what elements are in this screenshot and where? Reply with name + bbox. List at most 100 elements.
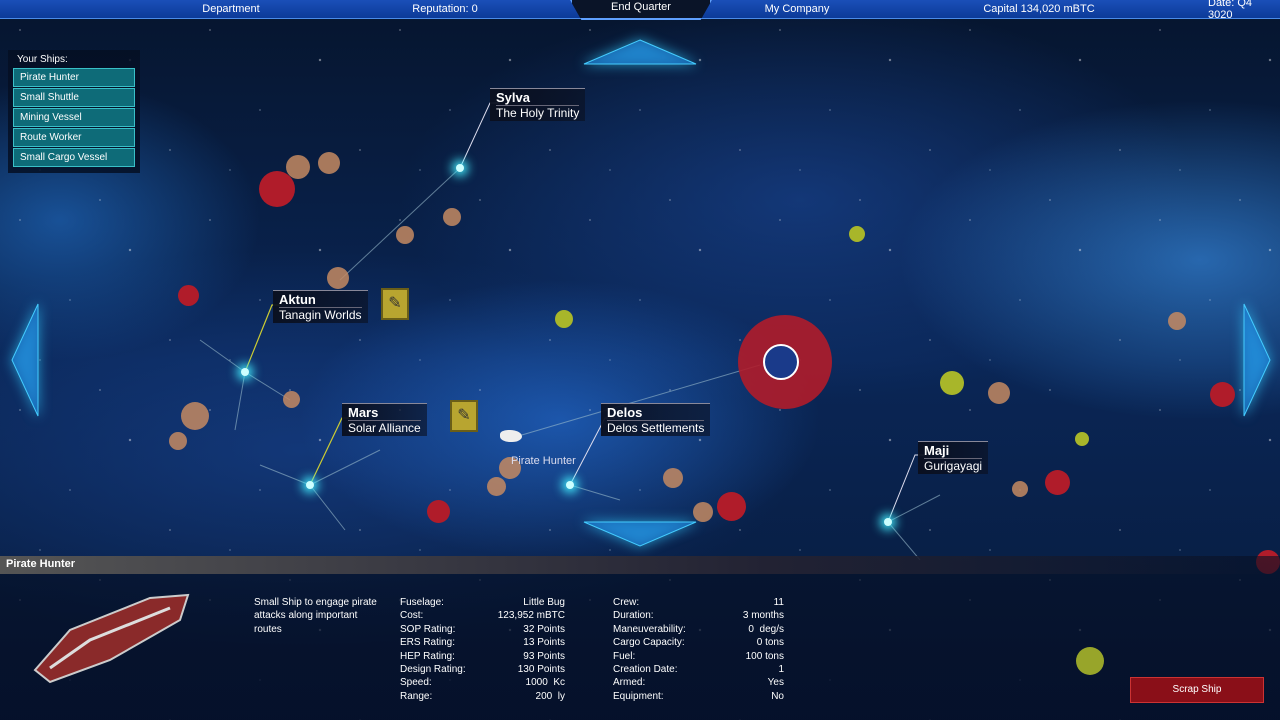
- your-ships-panel: Your Ships: Pirate Hunter Small Shuttle …: [8, 50, 140, 173]
- planet[interactable]: [327, 267, 349, 289]
- planet[interactable]: [940, 371, 964, 395]
- scroll-right-arrow-icon[interactable]: [1242, 302, 1272, 418]
- star-system-sylva[interactable]: [456, 164, 464, 172]
- route-lines: [199, 102, 941, 560]
- stat-value: 1000 Kc: [525, 677, 565, 689]
- planet[interactable]: [1210, 382, 1235, 407]
- star-system-aktun[interactable]: [241, 368, 249, 376]
- planet[interactable]: [286, 155, 310, 179]
- date-label: Date: Q4 3020: [1208, 0, 1253, 21]
- stat-row: Design Rating: 130 Points: [400, 663, 565, 676]
- end-quarter-button[interactable]: End Quarter: [570, 0, 712, 20]
- system-label-mars[interactable]: Mars Solar Alliance: [342, 403, 427, 436]
- reputation-label: Reputation: 0: [412, 3, 478, 15]
- planet[interactable]: [499, 457, 521, 479]
- stat-label: Design Rating:: [400, 664, 466, 676]
- ship-item-small-shuttle[interactable]: Small Shuttle: [13, 88, 135, 107]
- stat-value: 1: [778, 664, 784, 676]
- system-faction: Delos Settlements: [607, 421, 705, 435]
- stat-value: 32 Points: [523, 623, 565, 635]
- stat-value: Yes: [767, 677, 784, 689]
- system-label-sylva[interactable]: Sylva The Holy Trinity: [490, 88, 586, 121]
- stat-row: Creation Date: 1: [613, 663, 784, 676]
- stat-row: SOP Rating: 32 Points: [400, 623, 565, 636]
- system-faction: The Holy Trinity: [496, 106, 580, 120]
- system-label-maji[interactable]: Maji Gurigayagi: [918, 441, 989, 474]
- stat-value: 100 tons: [745, 650, 784, 662]
- planet[interactable]: [1168, 312, 1186, 330]
- pirate-fist-icon: [763, 344, 799, 380]
- stat-row: Crew: 11: [613, 596, 784, 609]
- stat-label: Fuselage:: [400, 597, 444, 608]
- planet[interactable]: [169, 432, 187, 450]
- stat-label: Equipment:: [613, 690, 664, 702]
- ship-item-mining-vessel[interactable]: Mining Vessel: [13, 108, 135, 127]
- ship-marker-icon[interactable]: [500, 430, 522, 442]
- star-system-maji[interactable]: [884, 518, 892, 526]
- planet[interactable]: [181, 402, 209, 430]
- planet[interactable]: [1076, 647, 1104, 675]
- planet[interactable]: [663, 468, 683, 488]
- stat-label: Speed:: [400, 677, 432, 689]
- stat-value: 13 Points: [523, 637, 565, 649]
- planet[interactable]: [443, 208, 461, 226]
- ship-details-title: Pirate Hunter: [0, 556, 1280, 574]
- stat-value: 130 Points: [517, 664, 565, 676]
- contract-document-icon[interactable]: ✎: [381, 288, 409, 320]
- stat-value: 11: [773, 597, 784, 608]
- planet[interactable]: [396, 226, 414, 244]
- planet[interactable]: [849, 226, 865, 242]
- ship-image: [33, 593, 190, 684]
- stat-label: Armed:: [613, 677, 646, 689]
- planet[interactable]: [318, 152, 340, 174]
- star-system-mars[interactable]: [306, 481, 314, 489]
- stat-value: No: [771, 690, 784, 702]
- system-faction: Tanagin Worlds: [279, 308, 362, 322]
- system-name: Maji: [924, 443, 983, 459]
- scroll-up-arrow-icon[interactable]: [582, 38, 698, 66]
- ship-item-route-worker[interactable]: Route Worker: [13, 128, 135, 147]
- ship-item-small-cargo-vessel[interactable]: Small Cargo Vessel: [13, 148, 135, 167]
- system-label-aktun[interactable]: Aktun Tanagin Worlds: [273, 290, 368, 323]
- planet[interactable]: [555, 310, 573, 328]
- department-button[interactable]: Department: [202, 3, 260, 15]
- system-label-delos[interactable]: Delos Delos Settlements: [601, 403, 711, 436]
- stat-label: Range:: [400, 690, 433, 702]
- stat-label: Fuel:: [613, 650, 636, 662]
- scrap-ship-button[interactable]: Scrap Ship: [1130, 677, 1264, 703]
- planet[interactable]: [487, 477, 506, 496]
- system-faction: Solar Alliance: [348, 421, 421, 435]
- ship-details-panel: [0, 556, 1280, 720]
- planet[interactable]: [693, 502, 713, 522]
- contract-document-icon[interactable]: ✎: [450, 400, 478, 432]
- star-system-delos[interactable]: [566, 481, 574, 489]
- planet[interactable]: [1075, 432, 1089, 446]
- system-name: Delos: [607, 405, 705, 421]
- stat-row: Fuselage: Little Bug: [400, 596, 565, 609]
- stat-label: Cargo Capacity:: [613, 637, 685, 649]
- planet[interactable]: [1045, 470, 1070, 495]
- stat-row: Cargo Capacity: 0 tons: [613, 636, 784, 649]
- stat-row: Duration: 3 months: [613, 609, 784, 622]
- scroll-left-arrow-icon[interactable]: [10, 302, 40, 418]
- planet[interactable]: [283, 391, 300, 408]
- stat-row: Armed: Yes: [613, 676, 784, 689]
- scroll-down-arrow-icon[interactable]: [582, 520, 698, 548]
- planet[interactable]: [259, 171, 295, 207]
- stat-label: Creation Date:: [613, 664, 678, 676]
- ship-item-pirate-hunter[interactable]: Pirate Hunter: [13, 68, 135, 87]
- planet[interactable]: [717, 492, 746, 521]
- stat-label: Maneuverability:: [613, 623, 686, 635]
- stat-value: 123,952 mBTC: [497, 610, 565, 622]
- planet[interactable]: [427, 500, 450, 523]
- planet[interactable]: [1012, 481, 1028, 497]
- planet[interactable]: [988, 382, 1010, 404]
- stat-row: Speed: 1000 Kc: [400, 676, 565, 689]
- system-name: Aktun: [279, 292, 362, 308]
- stat-value: 0 deg/s: [748, 623, 784, 635]
- system-name: Mars: [348, 405, 421, 421]
- stat-row: Equipment: No: [613, 690, 784, 703]
- stat-row: Range: 200 ly: [400, 690, 565, 703]
- company-button[interactable]: My Company: [764, 3, 830, 15]
- planet[interactable]: [178, 285, 199, 306]
